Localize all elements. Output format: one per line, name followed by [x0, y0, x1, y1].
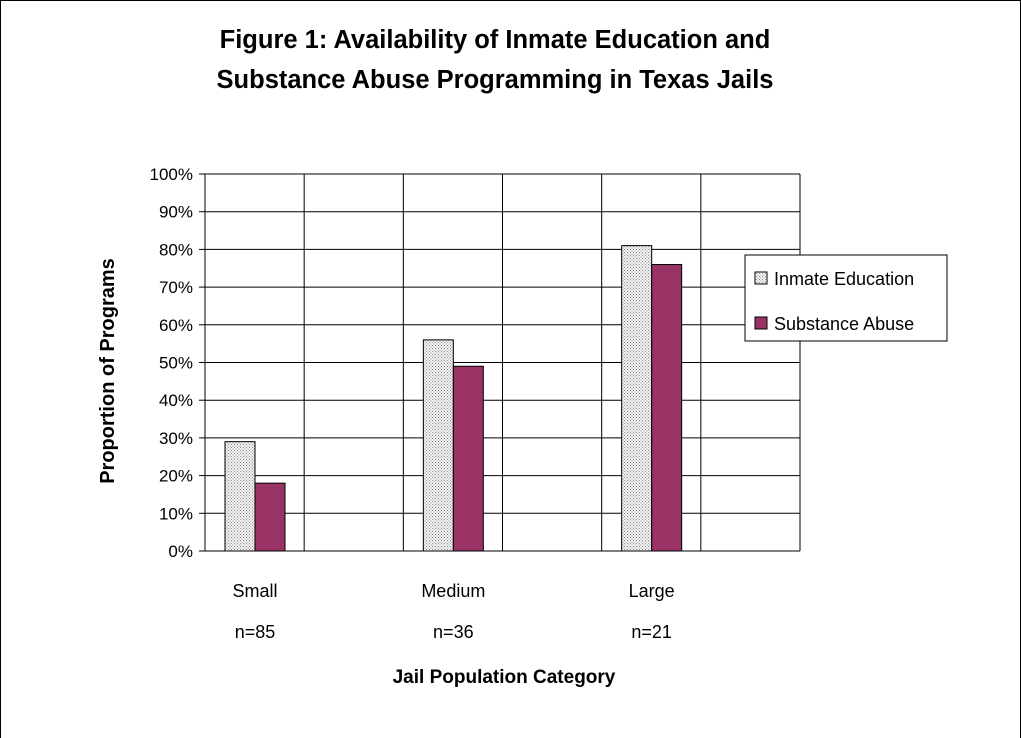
chart-title-line-2: Substance Abuse Programming in Texas Jai… — [216, 66, 774, 94]
grid-lines — [205, 173, 801, 552]
axes — [199, 173, 800, 552]
bar-substance-abuse-large — [651, 263, 683, 552]
bar-inmate-education-medium — [422, 339, 454, 552]
x-tick-sample-size: n=85 — [235, 622, 276, 642]
y-tick-label: 90% — [159, 203, 193, 222]
legend: Inmate Education Substance Abuse — [744, 254, 948, 342]
y-tick-label: 30% — [159, 429, 193, 448]
legend-label-substance-abuse: Substance Abuse — [774, 314, 914, 334]
x-axis-label: Jail Population Category — [393, 667, 616, 688]
x-tick-label: Medium — [421, 581, 485, 601]
y-tick-label: 70% — [159, 278, 193, 297]
x-tick-label: Small — [232, 581, 277, 601]
chart-title-line-1: Figure 1: Availability of Inmate Educati… — [219, 26, 771, 54]
bar-inmate-education-large — [621, 245, 653, 552]
legend-box — [744, 254, 948, 342]
legend-swatch-inmate-education — [754, 271, 768, 285]
y-tick-label: 40% — [159, 391, 193, 410]
x-tick-sample-size: n=36 — [433, 622, 474, 642]
x-tick-sample-size: n=21 — [631, 622, 672, 642]
y-tick-label: 100% — [150, 165, 193, 184]
y-tick-label: 80% — [159, 240, 193, 259]
axis-labels: Proportion of Programs Jail Population C… — [97, 165, 675, 688]
bar-substance-abuse-small — [254, 482, 286, 552]
bars — [224, 245, 683, 552]
bar-inmate-education-small — [224, 441, 256, 552]
legend-label-inmate-education: Inmate Education — [774, 269, 914, 289]
y-tick-label: 0% — [168, 542, 193, 561]
y-tick-label: 50% — [159, 354, 193, 373]
y-axis-label: Proportion of Programs — [97, 258, 119, 484]
bar-substance-abuse-medium — [452, 365, 484, 552]
y-tick-label: 60% — [159, 316, 193, 335]
y-tick-label: 20% — [159, 467, 193, 486]
chart-title: Figure 1: Availability of Inmate Educati… — [0, 20, 990, 100]
x-tick-label: Large — [629, 581, 675, 601]
legend-swatch-substance-abuse — [754, 316, 768, 330]
y-tick-label: 10% — [159, 504, 193, 523]
